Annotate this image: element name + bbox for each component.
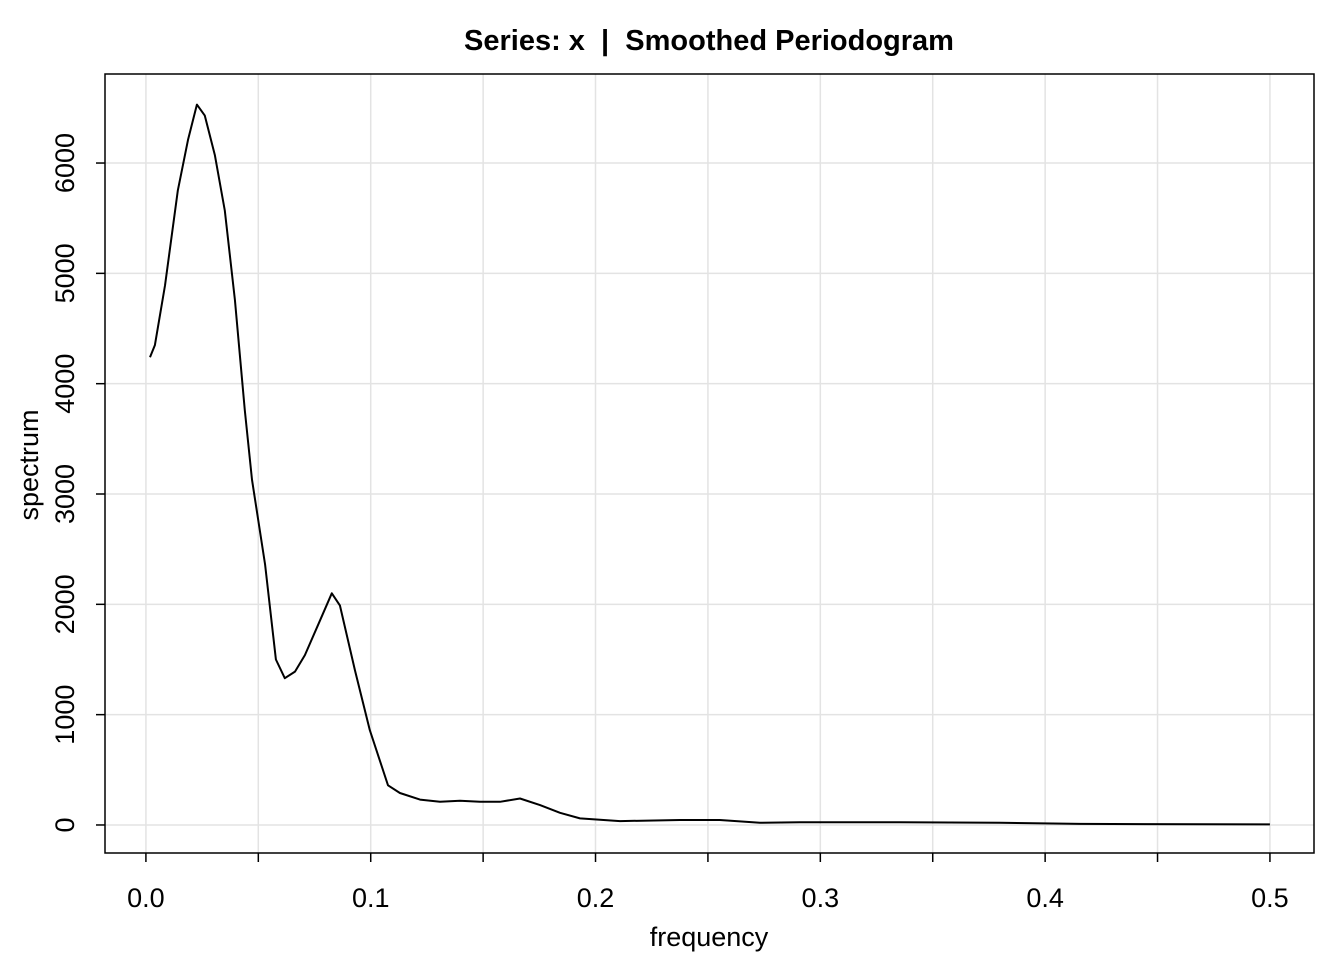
y-tick-label: 0: [50, 817, 80, 832]
y-tick-label: 6000: [50, 133, 80, 193]
x-tick-label: 0.2: [577, 883, 615, 913]
y-tick-label: 1000: [50, 685, 80, 745]
y-tick-label: 4000: [50, 354, 80, 414]
spectrum-line: [149, 103, 1270, 826]
plot-frame: [104, 73, 1315, 854]
x-tick-label: 0.4: [1026, 883, 1064, 913]
y-tick-label: 5000: [50, 243, 80, 303]
y-axis-label: spectrum: [14, 409, 44, 520]
y-tick-label: 2000: [50, 574, 80, 634]
x-axis-label: frequency: [650, 922, 769, 952]
x-tick-label: 0.3: [802, 883, 840, 913]
x-tick-label: 0.1: [352, 883, 390, 913]
x-tick-label: 0.5: [1251, 883, 1289, 913]
y-tick-label: 3000: [50, 464, 80, 524]
x-tick-label: 0.0: [127, 883, 165, 913]
chart-title: Series: x | Smoothed Periodogram: [464, 25, 954, 57]
